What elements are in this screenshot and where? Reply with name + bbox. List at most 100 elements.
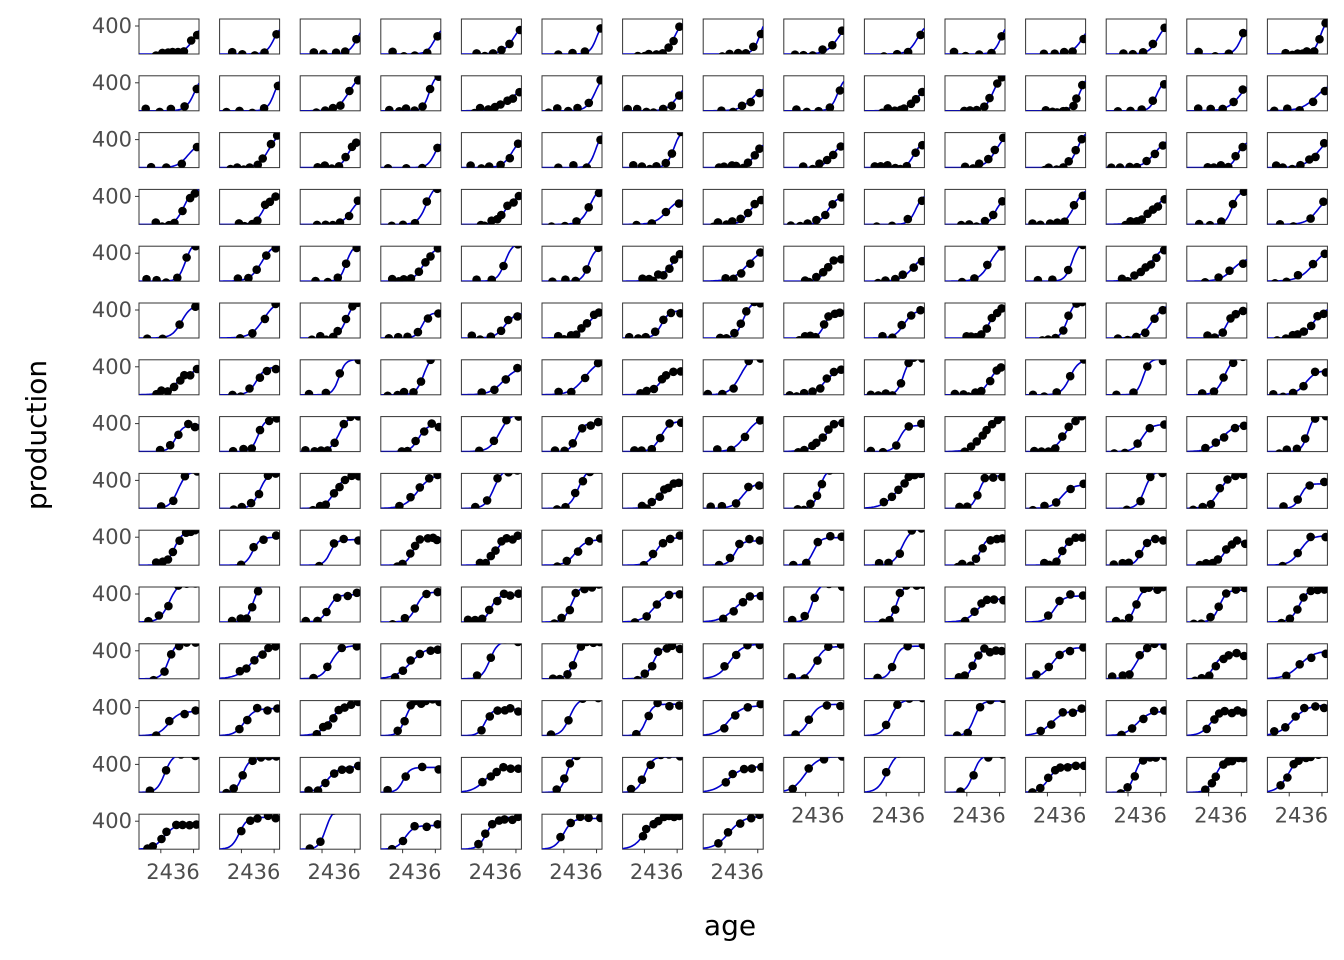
facet-panel xyxy=(219,586,281,623)
data-point xyxy=(1275,220,1285,225)
facet-panel xyxy=(1266,132,1328,169)
data-point xyxy=(881,720,891,730)
data-point xyxy=(314,561,324,566)
data-point xyxy=(422,589,431,599)
data-point xyxy=(642,504,651,509)
data-point xyxy=(411,436,420,446)
data-point xyxy=(401,104,411,111)
facet-panel: 400 xyxy=(92,582,200,623)
data-point xyxy=(554,387,563,395)
data-point xyxy=(433,246,441,253)
data-point xyxy=(1308,97,1318,107)
panel-border xyxy=(783,529,845,566)
data-point xyxy=(341,152,350,162)
data-point xyxy=(252,703,262,713)
data-point xyxy=(744,482,753,492)
data-point xyxy=(321,500,331,509)
data-point xyxy=(962,502,972,509)
data-point xyxy=(565,759,575,768)
data-point xyxy=(996,363,1005,372)
facet-panel xyxy=(219,132,281,169)
data-point xyxy=(142,334,152,338)
data-point xyxy=(497,45,506,54)
facet-panel: 400 xyxy=(92,298,200,339)
data-point xyxy=(1064,157,1073,166)
data-point xyxy=(1320,477,1328,487)
data-point xyxy=(246,816,255,825)
data-point xyxy=(186,36,196,45)
data-point xyxy=(800,611,809,621)
facet-panel xyxy=(1025,359,1087,396)
data-point xyxy=(828,40,837,50)
data-point xyxy=(1217,217,1226,225)
data-point xyxy=(313,163,322,168)
facet-panel xyxy=(1186,18,1248,55)
facet-panel xyxy=(1025,132,1087,169)
data-point xyxy=(493,474,502,483)
facet-panel xyxy=(1186,75,1248,112)
data-point xyxy=(145,786,155,793)
data-point xyxy=(595,587,602,589)
facet-panel xyxy=(944,529,1006,566)
data-point xyxy=(911,94,921,104)
facet-panel xyxy=(702,700,764,737)
facet-panel xyxy=(299,756,361,793)
data-point xyxy=(514,764,522,773)
data-point xyxy=(250,656,259,665)
data-point xyxy=(828,200,837,209)
data-point xyxy=(432,535,441,545)
data-point xyxy=(968,661,977,671)
data-point xyxy=(676,309,683,318)
data-point xyxy=(514,473,521,475)
data-point xyxy=(264,643,273,653)
data-point xyxy=(787,673,797,679)
data-point xyxy=(470,615,480,622)
data-point xyxy=(1079,34,1086,44)
x-tick-label: 2436 xyxy=(1275,803,1328,827)
data-point xyxy=(802,107,811,111)
data-point xyxy=(899,104,909,111)
data-point xyxy=(1197,673,1206,679)
facet-panel xyxy=(460,18,522,55)
data-point xyxy=(804,715,814,724)
data-point xyxy=(896,164,905,168)
facet-panel xyxy=(299,302,361,339)
data-point xyxy=(387,221,396,225)
data-point xyxy=(664,590,674,600)
data-point xyxy=(1116,789,1125,793)
facet-panel xyxy=(783,643,845,680)
facet-panel xyxy=(1025,302,1087,339)
facet-panel xyxy=(702,529,764,566)
data-point xyxy=(383,785,392,793)
data-point xyxy=(647,444,657,452)
x-tick-label: 2436 xyxy=(227,860,280,884)
data-point xyxy=(323,446,332,452)
facet-panel xyxy=(1025,472,1087,509)
data-point xyxy=(1320,249,1328,259)
data-point xyxy=(321,778,330,788)
panel-border xyxy=(702,416,764,453)
data-point xyxy=(584,536,594,546)
data-point xyxy=(596,135,602,145)
facet-panel xyxy=(1266,245,1328,282)
data-point xyxy=(333,326,343,336)
data-point xyxy=(982,324,992,333)
data-point xyxy=(235,106,244,111)
data-point xyxy=(1315,34,1324,44)
data-point xyxy=(814,106,823,111)
data-point xyxy=(165,716,174,726)
data-point xyxy=(906,311,916,320)
facet-panel xyxy=(299,643,361,680)
facet-panel xyxy=(299,18,361,55)
data-point xyxy=(666,308,676,318)
data-point xyxy=(554,50,563,54)
data-point xyxy=(226,164,235,168)
data-point xyxy=(813,537,823,547)
fitted-curve xyxy=(1267,199,1328,225)
panel-border xyxy=(1186,132,1248,169)
data-point xyxy=(1132,162,1142,168)
data-point xyxy=(570,488,580,498)
data-point xyxy=(564,716,573,725)
data-point xyxy=(1110,449,1119,452)
data-point xyxy=(1064,422,1073,432)
